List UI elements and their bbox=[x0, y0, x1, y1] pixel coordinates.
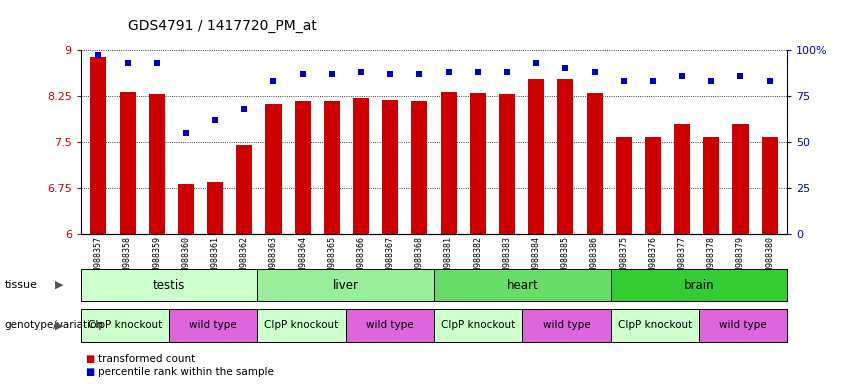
Text: ▶: ▶ bbox=[55, 280, 64, 290]
Bar bbox=[470, 93, 486, 234]
Point bbox=[325, 71, 339, 77]
Bar bbox=[762, 137, 778, 234]
Point bbox=[762, 78, 776, 84]
Bar bbox=[733, 124, 749, 234]
Text: ClpP knockout: ClpP knockout bbox=[618, 320, 692, 331]
Bar bbox=[699, 309, 787, 342]
Text: tissue: tissue bbox=[4, 280, 37, 290]
Bar bbox=[257, 269, 434, 301]
Text: ClpP knockout: ClpP knockout bbox=[441, 320, 516, 331]
Point bbox=[208, 117, 222, 123]
Bar bbox=[586, 93, 603, 234]
Bar bbox=[382, 100, 398, 234]
Bar bbox=[207, 182, 223, 234]
Text: wild type: wild type bbox=[543, 320, 591, 331]
Bar bbox=[674, 124, 690, 234]
Point bbox=[150, 60, 163, 66]
Bar bbox=[324, 101, 340, 234]
Text: transformed count: transformed count bbox=[98, 354, 195, 364]
Bar bbox=[178, 184, 194, 234]
Point bbox=[296, 71, 310, 77]
Text: testis: testis bbox=[153, 279, 186, 291]
Bar bbox=[411, 101, 427, 234]
Point bbox=[266, 78, 280, 84]
Point bbox=[121, 60, 134, 66]
Text: wild type: wild type bbox=[719, 320, 767, 331]
Point bbox=[354, 69, 368, 75]
Bar bbox=[616, 137, 631, 234]
Bar bbox=[353, 98, 369, 234]
Bar bbox=[257, 309, 346, 342]
Bar bbox=[81, 309, 169, 342]
Bar bbox=[441, 92, 457, 234]
Point bbox=[529, 60, 543, 66]
Text: ■: ■ bbox=[85, 367, 94, 377]
Bar bbox=[169, 309, 257, 342]
Bar bbox=[499, 94, 515, 234]
Bar bbox=[119, 92, 135, 234]
Bar bbox=[81, 269, 257, 301]
Bar bbox=[294, 101, 311, 234]
Point bbox=[734, 73, 747, 79]
Bar bbox=[266, 104, 282, 234]
Point bbox=[92, 52, 106, 58]
Text: ■: ■ bbox=[85, 354, 94, 364]
Text: wild type: wild type bbox=[190, 320, 237, 331]
Text: ClpP knockout: ClpP knockout bbox=[88, 320, 163, 331]
Bar bbox=[90, 57, 106, 234]
Text: ClpP knockout: ClpP knockout bbox=[265, 320, 339, 331]
Point bbox=[588, 69, 602, 75]
Bar bbox=[645, 137, 661, 234]
Point bbox=[471, 69, 484, 75]
Bar bbox=[346, 309, 434, 342]
Bar bbox=[237, 145, 252, 234]
Bar bbox=[434, 269, 610, 301]
Bar bbox=[149, 94, 165, 234]
Point bbox=[442, 69, 455, 75]
Point bbox=[646, 78, 660, 84]
Bar bbox=[434, 309, 523, 342]
Bar bbox=[610, 269, 787, 301]
Text: wild type: wild type bbox=[366, 320, 414, 331]
Text: brain: brain bbox=[683, 279, 714, 291]
Point bbox=[676, 73, 689, 79]
Text: genotype/variation: genotype/variation bbox=[4, 320, 103, 331]
Bar bbox=[610, 309, 699, 342]
Point bbox=[413, 71, 426, 77]
Text: ▶: ▶ bbox=[55, 320, 64, 331]
Point bbox=[558, 65, 572, 71]
Text: liver: liver bbox=[333, 279, 359, 291]
Point bbox=[237, 106, 251, 112]
Point bbox=[384, 71, 397, 77]
Text: heart: heart bbox=[506, 279, 538, 291]
Bar bbox=[528, 79, 544, 234]
Bar bbox=[557, 79, 574, 234]
Point bbox=[617, 78, 631, 84]
Point bbox=[500, 69, 514, 75]
Point bbox=[705, 78, 718, 84]
Text: GDS4791 / 1417720_PM_at: GDS4791 / 1417720_PM_at bbox=[128, 19, 317, 33]
Bar bbox=[523, 309, 610, 342]
Text: percentile rank within the sample: percentile rank within the sample bbox=[98, 367, 274, 377]
Point bbox=[179, 130, 192, 136]
Bar bbox=[703, 137, 719, 234]
